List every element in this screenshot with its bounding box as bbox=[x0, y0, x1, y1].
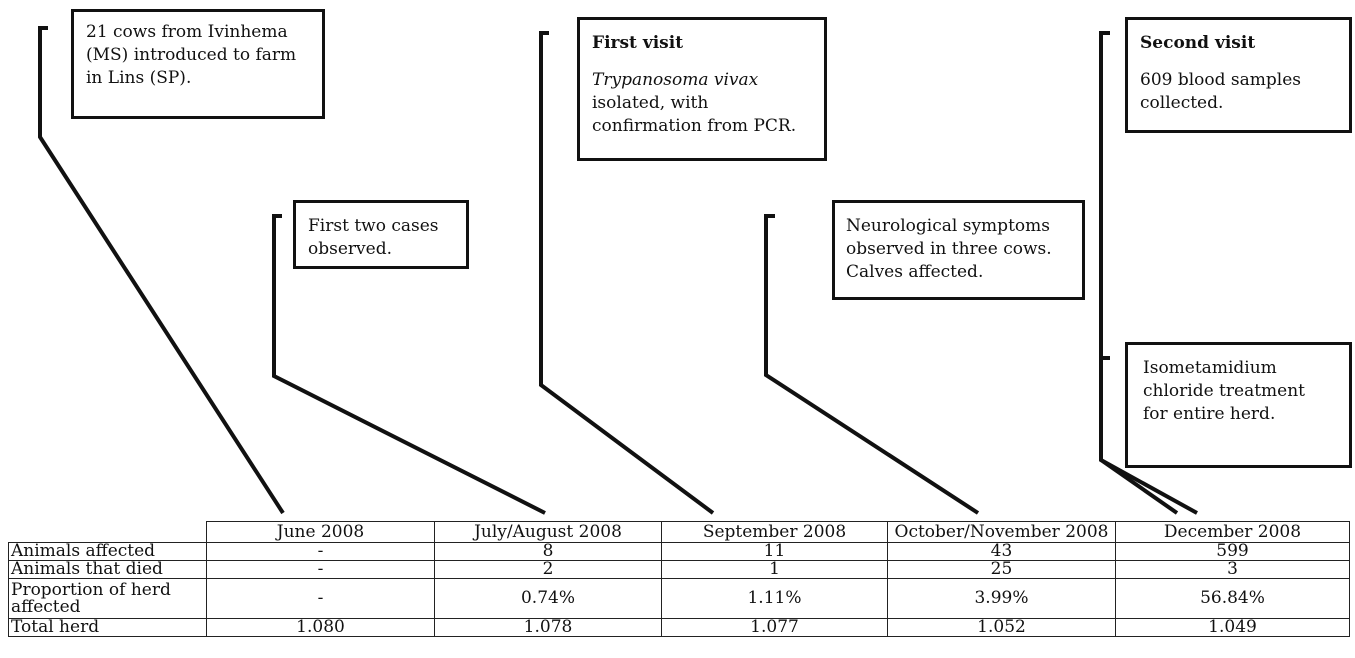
table-cell: 1.078 bbox=[434, 618, 662, 637]
event-treatment-text: Isometamidium chloride treatment for ent… bbox=[1143, 358, 1305, 424]
table-cell: 599 bbox=[1115, 542, 1350, 561]
connector-first-cases bbox=[272, 214, 546, 515]
table-header-row: June 2008 July/August 2008 September 200… bbox=[8, 521, 1350, 543]
connector-treatment bbox=[1099, 356, 1179, 515]
row-label: Proportion of herd affected bbox=[8, 578, 207, 619]
event-second-visit-text: 609 blood samples collected. bbox=[1140, 70, 1302, 113]
outbreak-table: June 2008 July/August 2008 September 200… bbox=[8, 521, 1350, 637]
event-first-visit-title: First visit bbox=[592, 33, 684, 53]
table-cell: 1.052 bbox=[887, 618, 1116, 637]
table-row-total-herd: Total herd 1.080 1.078 1.077 1.052 1.049 bbox=[8, 618, 1350, 637]
table-cell: 1 bbox=[661, 560, 888, 579]
table-cell: 25 bbox=[887, 560, 1116, 579]
column-header-september-2008: September 2008 bbox=[661, 521, 888, 543]
connector-first-visit bbox=[539, 31, 715, 515]
table-cell: 8 bbox=[434, 542, 662, 561]
event-treatment: Isometamidium chloride treatment for ent… bbox=[1125, 342, 1352, 468]
table-row-animals-affected: Animals affected - 8 11 43 599 bbox=[8, 542, 1350, 561]
table-cell: - bbox=[206, 542, 435, 561]
table-cell: 0.74% bbox=[434, 578, 662, 619]
row-label: Animals affected bbox=[8, 542, 207, 561]
event-first-visit-species: Trypanosoma vivax bbox=[592, 70, 759, 90]
table-cell: 1.049 bbox=[1115, 618, 1350, 637]
table-cell: 3 bbox=[1115, 560, 1350, 579]
table-cell: - bbox=[206, 578, 435, 619]
row-label: Animals that died bbox=[8, 560, 207, 579]
table-cell: 2 bbox=[434, 560, 662, 579]
connector-cows-introduced bbox=[38, 26, 285, 515]
event-first-cases-text: First two cases observed. bbox=[308, 216, 439, 259]
event-second-visit: Second visit 609 blood samples collected… bbox=[1125, 17, 1352, 133]
connector-neuro-symptoms bbox=[764, 214, 980, 515]
column-header-july-august-2008: July/August 2008 bbox=[434, 521, 662, 543]
event-cows-introduced: 21 cows from Ivinhema (MS) introduced to… bbox=[71, 9, 325, 119]
event-neuro-symptoms-text: Neurological symptoms observed in three … bbox=[846, 216, 1052, 282]
table-row-animals-died: Animals that died - 2 1 25 3 bbox=[8, 560, 1350, 579]
event-cows-introduced-text: 21 cows from Ivinhema (MS) introduced to… bbox=[86, 22, 297, 88]
event-first-visit-text: isolated, with confirmation from PCR. bbox=[592, 93, 797, 136]
event-neuro-symptoms: Neurological symptoms observed in three … bbox=[832, 200, 1085, 300]
event-first-visit: First visit Trypanosoma vivax isolated, … bbox=[577, 17, 827, 161]
column-header-june-2008: June 2008 bbox=[206, 521, 435, 543]
table-corner bbox=[8, 521, 207, 543]
event-first-cases: First two cases observed. bbox=[293, 200, 469, 269]
column-header-december-2008: December 2008 bbox=[1115, 521, 1350, 543]
table-cell: 1.080 bbox=[206, 618, 435, 637]
table-cell: 11 bbox=[661, 542, 888, 561]
table-cell: 1.077 bbox=[661, 618, 888, 637]
event-second-visit-title: Second visit bbox=[1140, 33, 1256, 53]
table-cell: 56.84% bbox=[1115, 578, 1350, 619]
table-cell: 3.99% bbox=[887, 578, 1116, 619]
table-row-proportion-affected: Proportion of herd affected - 0.74% 1.11… bbox=[8, 578, 1350, 619]
table-cell: 1.11% bbox=[661, 578, 888, 619]
row-label: Total herd bbox=[8, 618, 207, 637]
table-cell: 43 bbox=[887, 542, 1116, 561]
connector-second-visit bbox=[1099, 31, 1198, 515]
column-header-october-november-2008: October/November 2008 bbox=[887, 521, 1116, 543]
table-cell: - bbox=[206, 560, 435, 579]
